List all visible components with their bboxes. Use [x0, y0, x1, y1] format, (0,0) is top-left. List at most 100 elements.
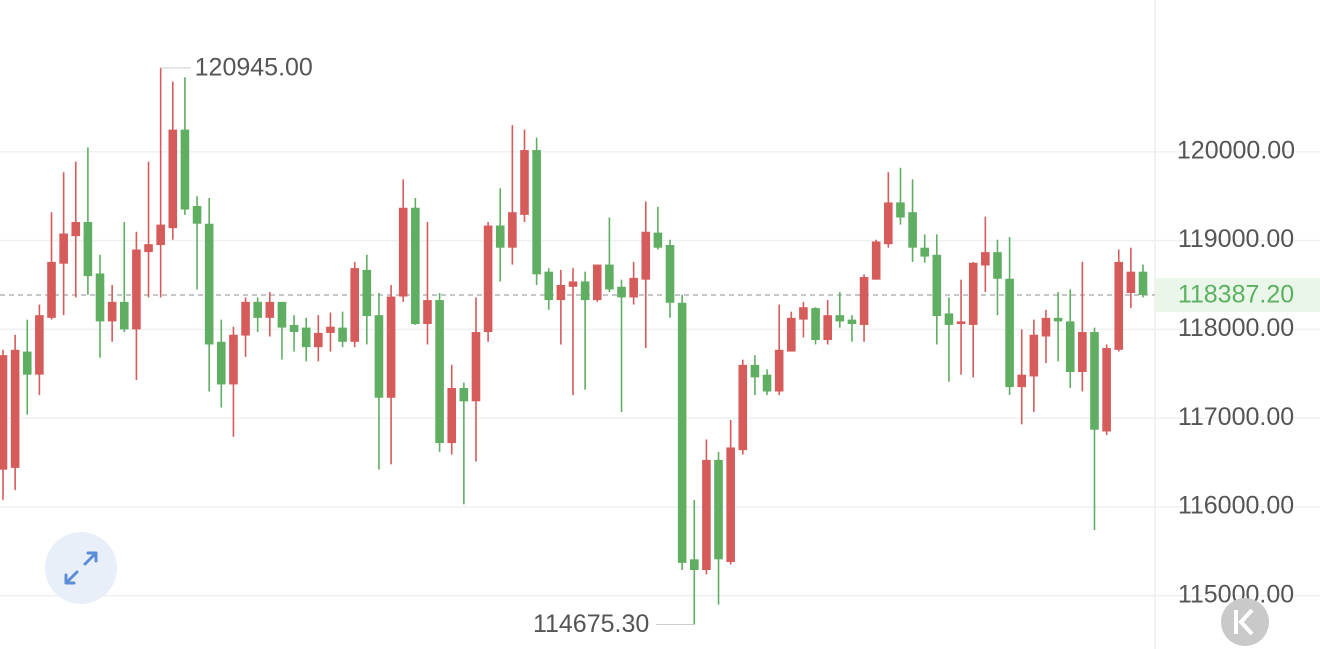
candle-body [556, 284, 566, 301]
max-label: 120945.00 [195, 54, 313, 82]
candle-body [677, 302, 687, 563]
candle-body [435, 300, 444, 444]
candle-body [859, 277, 869, 325]
candle-body [835, 315, 845, 322]
candle-body [338, 327, 347, 342]
candle-body [823, 315, 832, 341]
candle-body [1114, 261, 1124, 350]
candle-body [726, 447, 735, 562]
candle-body [1017, 374, 1027, 388]
candle-body [1126, 271, 1136, 293]
candle-body [1005, 278, 1014, 388]
candle-body [483, 225, 493, 333]
candle-body [144, 244, 153, 253]
expand-circle[interactable] [45, 532, 117, 604]
candle-body [119, 301, 129, 330]
candle-body [253, 301, 262, 318]
candle-body [216, 341, 226, 385]
candle-body [605, 264, 614, 290]
candle-body [1065, 321, 1075, 372]
candle-body [592, 264, 602, 301]
candle-body [944, 313, 954, 325]
expand-icon[interactable] [64, 551, 98, 585]
y-tick-label: 119000.00 [1178, 225, 1294, 253]
candle-body [495, 225, 505, 248]
last-price-label: 118387.20 [1178, 281, 1294, 309]
candle-body [289, 324, 299, 333]
candle-body [71, 221, 81, 237]
candle-body [762, 374, 772, 392]
candle-body [265, 301, 275, 318]
candle-body [398, 207, 408, 297]
candle-body [520, 150, 529, 215]
candle-body [956, 321, 966, 325]
candle-body [1053, 317, 1063, 322]
candle-body [83, 221, 93, 277]
candle-body [993, 252, 1002, 279]
candle-body [301, 327, 311, 348]
candle-body [423, 300, 432, 325]
expand-button[interactable] [45, 532, 117, 604]
candle-body [629, 277, 638, 298]
candle-body [229, 334, 238, 385]
candle-body [95, 273, 105, 322]
y-tick-label: 118000.00 [1178, 314, 1294, 342]
candle-body [847, 319, 857, 325]
candle-body [374, 315, 384, 398]
candle-body [932, 254, 942, 317]
candle-body [714, 459, 723, 560]
candle-body [107, 301, 117, 322]
candle-body [22, 351, 32, 375]
candle-body [665, 245, 675, 303]
candle-body [168, 129, 178, 229]
candle-body [1090, 332, 1099, 430]
candle-body [204, 223, 214, 345]
candle-body [871, 241, 881, 280]
candle-body [1029, 334, 1039, 377]
candle-body [981, 252, 990, 266]
logo-circle[interactable] [1221, 598, 1269, 646]
candle-body [811, 308, 820, 341]
candle-body [702, 459, 711, 570]
logo-icon[interactable] [1234, 608, 1254, 636]
candle-body [738, 364, 748, 451]
candle-body [1102, 348, 1111, 432]
candle-body [326, 326, 335, 333]
candle-body [180, 129, 190, 210]
candle-body [459, 387, 469, 402]
candle-body [1138, 271, 1148, 296]
candle-body [774, 349, 784, 392]
candle-body [532, 150, 541, 275]
candle-body [617, 286, 626, 298]
last-price-bg [1155, 278, 1320, 313]
candle-body [447, 387, 457, 444]
candle-body [47, 261, 56, 318]
min-label: 114675.30 [533, 610, 649, 638]
candle-body [544, 271, 554, 301]
candle-body [59, 233, 68, 264]
candle-body [653, 232, 663, 248]
logo-button[interactable] [1221, 598, 1269, 646]
candle-body [884, 202, 893, 245]
candle-body [1078, 332, 1087, 372]
candle-body [386, 296, 396, 398]
candle-body [10, 349, 20, 468]
candle-body [750, 364, 760, 378]
candle-body [641, 231, 651, 280]
candle-body [568, 281, 578, 287]
candle-body [786, 317, 796, 352]
candle-body [350, 268, 360, 342]
candle-body [580, 281, 590, 301]
y-tick-label: 120000.00 [1177, 136, 1295, 164]
candle-body [35, 315, 44, 375]
candle-body [314, 332, 323, 348]
candle-body [968, 262, 978, 325]
candle-body [896, 202, 905, 218]
candle-body [508, 212, 517, 248]
candle-body [471, 332, 481, 402]
candle-body [689, 559, 699, 570]
candle-body [411, 207, 420, 325]
candle-body [156, 224, 165, 246]
